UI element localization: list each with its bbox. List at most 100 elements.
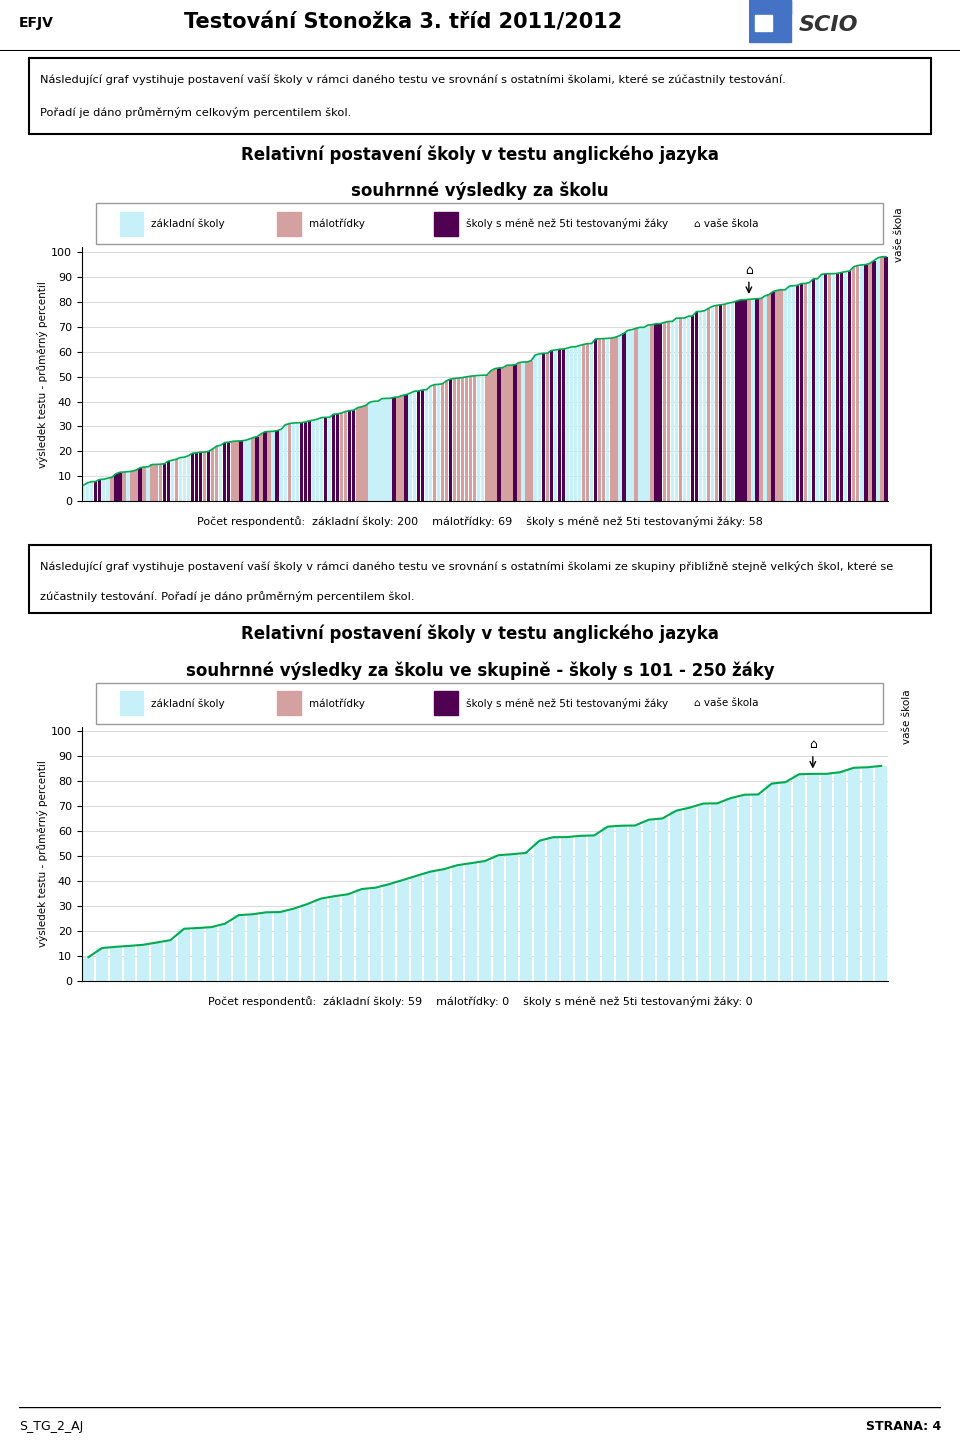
Bar bbox=[800, 283, 803, 501]
Bar bbox=[565, 349, 569, 501]
Bar bbox=[670, 811, 682, 981]
Bar bbox=[211, 449, 214, 501]
Bar bbox=[836, 273, 839, 501]
Bar bbox=[162, 464, 166, 501]
Bar bbox=[780, 289, 782, 501]
Bar bbox=[723, 304, 727, 501]
Bar bbox=[215, 446, 218, 501]
Bar bbox=[263, 432, 267, 501]
Bar bbox=[444, 381, 448, 501]
Bar bbox=[828, 273, 831, 501]
Bar bbox=[320, 417, 324, 501]
Bar bbox=[505, 365, 509, 501]
Bar bbox=[683, 318, 686, 501]
Bar bbox=[142, 466, 146, 501]
Bar bbox=[120, 212, 143, 235]
Bar bbox=[138, 468, 142, 501]
Bar bbox=[248, 439, 251, 501]
Bar bbox=[626, 330, 630, 501]
Bar bbox=[510, 365, 513, 501]
Bar bbox=[332, 414, 335, 501]
Bar bbox=[880, 257, 883, 501]
Bar bbox=[466, 863, 477, 981]
Bar bbox=[288, 424, 291, 501]
Bar bbox=[715, 305, 718, 501]
Bar bbox=[497, 368, 500, 501]
Bar bbox=[268, 432, 271, 501]
Bar bbox=[753, 795, 764, 981]
Bar bbox=[276, 430, 278, 501]
Bar bbox=[441, 384, 444, 501]
Bar bbox=[558, 349, 561, 501]
Bar bbox=[852, 267, 855, 501]
Text: Počet respondentů:  základní školy: 200    málotřídky: 69    školy s méně než 5t: Počet respondentů: základní školy: 200 m… bbox=[197, 516, 763, 527]
Text: málotřídky: málotřídky bbox=[308, 218, 365, 230]
Bar bbox=[703, 311, 707, 501]
Bar bbox=[492, 856, 504, 981]
Bar bbox=[134, 471, 137, 501]
Bar bbox=[586, 343, 589, 501]
Bar bbox=[175, 459, 178, 501]
Bar bbox=[303, 421, 307, 501]
Bar bbox=[807, 282, 811, 501]
Bar bbox=[868, 263, 872, 501]
Bar bbox=[776, 291, 779, 501]
Bar bbox=[164, 940, 177, 981]
Bar bbox=[155, 465, 157, 501]
Bar bbox=[437, 385, 440, 501]
Bar bbox=[301, 904, 313, 981]
Bar bbox=[662, 323, 666, 501]
Bar bbox=[118, 472, 122, 501]
Bar bbox=[158, 464, 162, 501]
Bar bbox=[793, 774, 805, 981]
Bar bbox=[590, 343, 593, 501]
Bar bbox=[651, 324, 654, 501]
Bar bbox=[735, 301, 738, 501]
Bar bbox=[449, 379, 452, 501]
Text: základní školy: základní školy bbox=[151, 697, 225, 709]
Text: Pořadí je dáno průměrným celkovým percentilem škol.: Pořadí je dáno průměrným celkovým percen… bbox=[39, 108, 350, 118]
Bar bbox=[550, 350, 553, 501]
Bar bbox=[252, 437, 254, 501]
Bar bbox=[207, 452, 210, 501]
Bar bbox=[340, 413, 344, 501]
FancyBboxPatch shape bbox=[96, 683, 883, 724]
Text: ⌂ vaše škola: ⌂ vaše škola bbox=[694, 699, 758, 708]
Bar bbox=[255, 437, 258, 501]
Bar bbox=[671, 321, 674, 501]
Bar bbox=[274, 912, 285, 981]
Bar bbox=[461, 378, 465, 501]
Bar bbox=[622, 333, 626, 501]
Bar bbox=[631, 330, 634, 501]
Bar bbox=[312, 420, 315, 501]
Bar bbox=[864, 264, 868, 501]
Bar bbox=[521, 362, 525, 501]
Bar bbox=[389, 398, 392, 501]
Bar bbox=[485, 375, 489, 501]
Bar bbox=[655, 324, 658, 501]
Bar bbox=[376, 401, 379, 501]
Bar bbox=[336, 414, 339, 501]
Bar bbox=[538, 355, 540, 501]
Text: Relativní postavení školy v testu anglického jazyka: Relativní postavení školy v testu anglic… bbox=[241, 145, 719, 164]
Bar bbox=[122, 472, 126, 501]
Bar bbox=[167, 461, 170, 501]
Bar bbox=[203, 452, 206, 501]
Bar bbox=[219, 924, 231, 981]
Bar bbox=[110, 947, 122, 981]
Text: Testování Stonožka 3. tříd 2011/2012: Testování Stonožka 3. tříd 2011/2012 bbox=[184, 13, 622, 33]
Bar bbox=[602, 339, 606, 501]
Bar bbox=[820, 275, 823, 501]
Bar bbox=[575, 835, 587, 981]
Text: SCIO: SCIO bbox=[799, 16, 858, 35]
Bar bbox=[630, 825, 641, 981]
Bar bbox=[413, 391, 416, 501]
Bar bbox=[821, 774, 832, 981]
Bar bbox=[506, 854, 518, 981]
Bar bbox=[598, 339, 601, 501]
Bar bbox=[424, 872, 436, 981]
Bar bbox=[840, 273, 843, 501]
Bar bbox=[778, 0, 791, 13]
Bar bbox=[796, 285, 799, 501]
Bar bbox=[98, 479, 102, 501]
